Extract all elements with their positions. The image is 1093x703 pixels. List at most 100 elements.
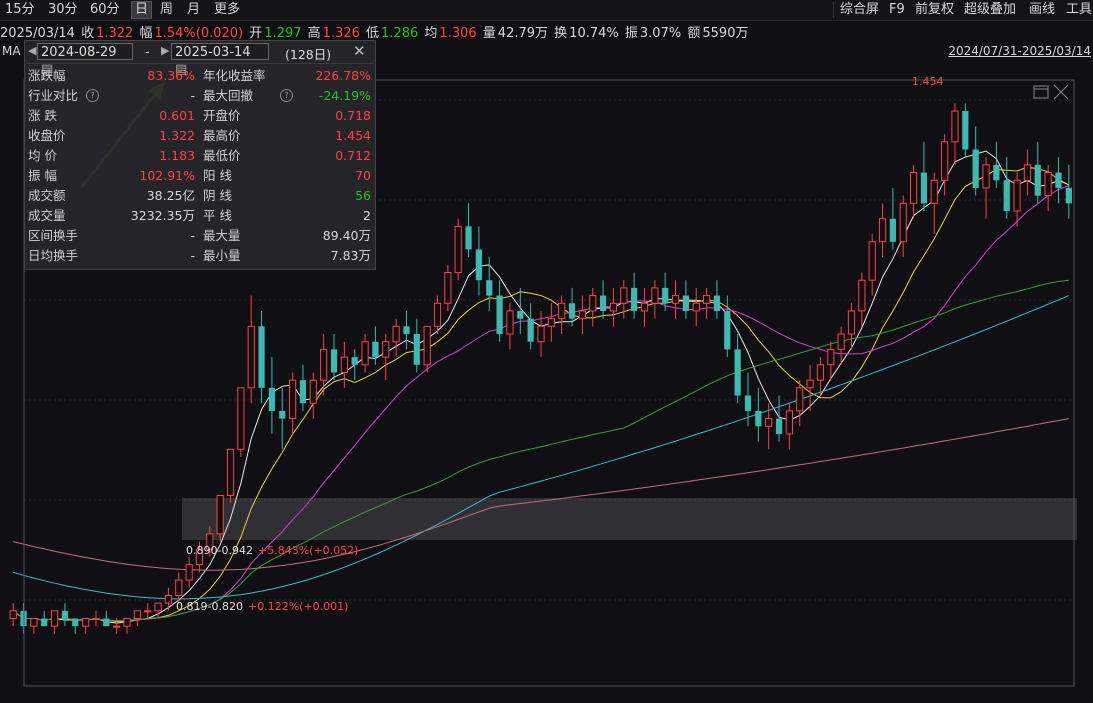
period-month[interactable]: 月 <box>187 2 201 17</box>
maximize-icon[interactable] <box>1033 85 1049 99</box>
candle-body <box>30 617 38 627</box>
candle-body <box>506 310 514 335</box>
candle-body <box>382 341 390 358</box>
candle-body <box>50 610 59 627</box>
stats-cell: 平 线 <box>203 208 232 223</box>
zone1-range: 0.890-0.942 <box>186 544 253 557</box>
help-icon[interactable]: ? <box>280 89 293 102</box>
period-60min[interactable]: 60分 <box>90 2 120 17</box>
candle-body <box>993 164 1000 181</box>
candle-body <box>806 379 814 389</box>
candle-body <box>816 364 825 381</box>
next-arrow-icon[interactable]: ▶ <box>161 44 170 57</box>
candle-body <box>972 149 979 188</box>
candle-body <box>962 111 969 150</box>
amp-value: 3.07% <box>639 26 682 41</box>
stats-cell: 阳 线 <box>203 168 232 183</box>
tools-button[interactable]: 工具 <box>1066 2 1093 17</box>
period-week[interactable]: 周 <box>160 2 174 17</box>
candle-body <box>299 380 307 404</box>
candle-body <box>361 341 369 366</box>
candle-body <box>744 395 752 411</box>
prev-arrow-icon[interactable]: ◀ <box>28 44 37 57</box>
candle-body <box>755 410 762 427</box>
candle-body <box>486 280 493 296</box>
candle-body <box>796 387 804 412</box>
adjust-button[interactable]: 前复权 <box>915 2 955 17</box>
f9-button[interactable]: F9 <box>889 2 905 17</box>
overview-button[interactable]: 综合屏 <box>840 2 880 17</box>
divider <box>833 2 834 18</box>
calendar-icon[interactable]: ▤ <box>175 62 188 77</box>
candle-body <box>330 349 338 373</box>
candle-body <box>465 226 472 250</box>
candle-body <box>568 303 576 319</box>
candle-body <box>237 387 245 450</box>
period-more[interactable]: 更多 <box>214 2 241 17</box>
candlesticks <box>9 103 1072 634</box>
amp-label: 振 <box>624 26 638 41</box>
candle-body <box>72 618 79 627</box>
stats-cell: - <box>190 228 195 243</box>
candle-body <box>827 348 835 366</box>
turnover-value: 10.74% <box>569 26 619 41</box>
stats-cell: 1.322 <box>159 128 195 143</box>
candle-body <box>268 387 276 411</box>
candle-body <box>82 617 90 627</box>
candle-body <box>164 594 173 604</box>
candle-body <box>692 302 700 312</box>
candle-body <box>920 172 928 204</box>
close-icon[interactable]: ✕ <box>353 42 366 60</box>
ma60-line <box>12 279 1069 622</box>
candle-body <box>930 179 938 204</box>
calendar-icon[interactable]: ▤ <box>41 62 54 77</box>
candle-body <box>1023 164 1032 181</box>
candle-body <box>144 610 152 613</box>
candle-body <box>878 218 887 243</box>
period-15min[interactable]: 15分 <box>5 2 35 17</box>
stats-cell: 56 <box>355 188 371 203</box>
draw-button[interactable]: 画线 <box>1029 2 1056 17</box>
candle-body <box>92 617 100 620</box>
ma10-line <box>12 166 1070 623</box>
candle-body <box>909 172 918 204</box>
candle-body <box>289 379 297 420</box>
candle-body <box>309 379 317 404</box>
stats-cell: 开盘价 <box>203 108 241 123</box>
zone2-range: 0.819-0.820 <box>176 600 243 613</box>
amount-value: 5590万 <box>702 26 749 41</box>
candle-body <box>133 610 141 619</box>
stats-cell: 成交额 <box>28 188 66 203</box>
overlay-button[interactable]: 超级叠加 <box>964 2 1017 17</box>
start-date-input[interactable]: 2024-08-29 ▤ <box>37 43 133 77</box>
stats-cell: 成交量 <box>28 208 66 223</box>
candle-body <box>889 218 896 242</box>
stats-cell: 2 <box>363 208 371 223</box>
candle-body <box>216 494 224 535</box>
ma-label[interactable]: MA <box>2 44 21 58</box>
amount-label: 额 <box>687 26 701 41</box>
help-icon[interactable]: ? <box>86 89 99 102</box>
candle-body <box>517 310 524 319</box>
stats-cell: - <box>190 88 195 103</box>
avg-label: 均 <box>424 26 438 41</box>
kline-chart[interactable]: 1.454 0.890-0.942 +5.843%(+0.052) 0.819-… <box>0 40 1093 703</box>
candle-body <box>279 410 286 419</box>
stats-cell: 涨 跌 <box>28 108 57 123</box>
end-date-input[interactable]: 2025-03-14 ▤ <box>171 43 269 77</box>
open-value: 1.297 <box>264 26 302 41</box>
close-label: 收 <box>81 26 95 41</box>
candle-body <box>651 287 659 304</box>
period-30min[interactable]: 30分 <box>48 2 78 17</box>
candle-body <box>982 164 990 189</box>
stats-row: 涨 跌 0.601 开盘价 0.718 <box>25 106 375 126</box>
stats-row: 收盘价 1.322 最高价 1.454 <box>25 126 375 146</box>
close-chart-icon[interactable] <box>1053 84 1069 100</box>
candle-body <box>837 333 845 350</box>
candle-body <box>340 356 348 373</box>
candle-body <box>154 602 162 612</box>
vol-label: 量 <box>482 26 496 41</box>
date-dash: - <box>145 44 150 59</box>
period-day[interactable]: 日 <box>131 1 153 19</box>
stats-cell: 最小量 <box>203 248 241 263</box>
